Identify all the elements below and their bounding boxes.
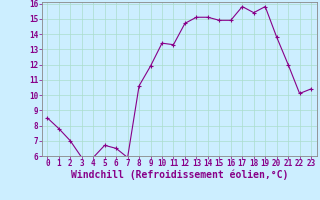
X-axis label: Windchill (Refroidissement éolien,°C): Windchill (Refroidissement éolien,°C) [70, 170, 288, 180]
